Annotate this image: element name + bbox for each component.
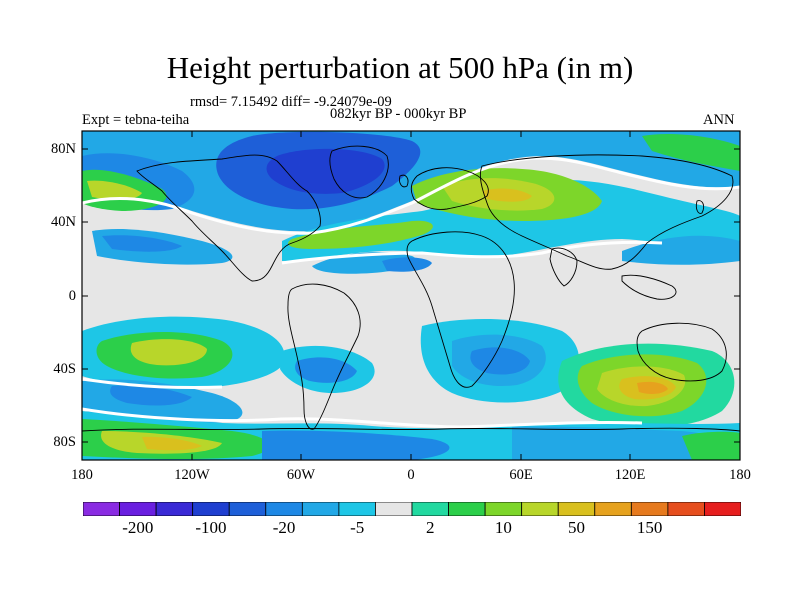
colorbar-swatch — [192, 502, 230, 516]
experiment-label: Expt = tebna-teiha — [82, 112, 190, 128]
colorbar-swatch — [594, 502, 632, 516]
lon-tick-marks — [81, 131, 741, 460]
colorbar-swatch — [484, 502, 523, 516]
colorbar-swatch — [667, 502, 705, 516]
colorbar-swatch — [521, 502, 559, 516]
lat-tick-label: 80S — [53, 434, 76, 450]
south-midlat-field — [82, 316, 735, 428]
lat-tick-label: 40S — [53, 361, 76, 377]
colorbar-swatch — [704, 502, 741, 516]
map-field — [81, 130, 741, 461]
lat-tick-label: 40N — [51, 214, 76, 230]
colorbar-label: -200 — [122, 518, 154, 537]
lon-tick-label: 120E — [614, 467, 646, 483]
colorbar-label: -100 — [195, 518, 227, 537]
stats-line: rmsd= 7.15492 diff= -9.24079e-09 — [190, 94, 392, 110]
colorbar-label: 150 — [636, 518, 663, 537]
lon-tick-label: 0 — [407, 467, 415, 483]
colorbar-label: 10 — [494, 518, 512, 537]
lon-tick-label: 120W — [174, 467, 210, 483]
colorbar-swatch — [630, 502, 669, 516]
lon-tick-label: 60W — [286, 467, 316, 483]
period-label: 082kyr BP - 000kyr BP — [330, 106, 467, 122]
colorbar-label: 50 — [568, 518, 585, 537]
colorbar-swatch — [83, 502, 120, 516]
north-midlat-belt — [92, 134, 740, 274]
colorbar-label: 2 — [426, 518, 435, 537]
colorbar-swatch — [557, 502, 596, 516]
colorbar-swatch — [301, 502, 340, 516]
coastlines — [82, 145, 740, 432]
lat-tick-label: 0 — [68, 288, 76, 304]
lon-tick-label: 180 — [71, 467, 93, 483]
lat-tick-label: 80N — [51, 141, 76, 157]
colorbar-swatch — [155, 502, 194, 516]
lon-tick-label: 180 — [729, 467, 751, 483]
season-label: ANN — [703, 112, 735, 128]
colorbar-swatch — [119, 502, 157, 516]
colorbar-swatch — [411, 502, 449, 516]
contour-lines — [82, 156, 740, 429]
lat-tick-marks — [82, 148, 740, 443]
colorbar-swatch — [338, 502, 376, 516]
colorbar — [83, 502, 741, 516]
colorbar-swatch — [448, 502, 486, 516]
colorbar-label: -5 — [350, 518, 365, 537]
colorbar-label: -20 — [272, 518, 296, 537]
colorbar-swatch — [228, 502, 267, 516]
lon-tick-label: 60E — [509, 467, 533, 483]
colorbar-swatch — [265, 502, 303, 516]
chart-title: Height perturbation at 500 hPa (in m) — [166, 50, 634, 85]
colorbar-swatch — [375, 502, 413, 516]
